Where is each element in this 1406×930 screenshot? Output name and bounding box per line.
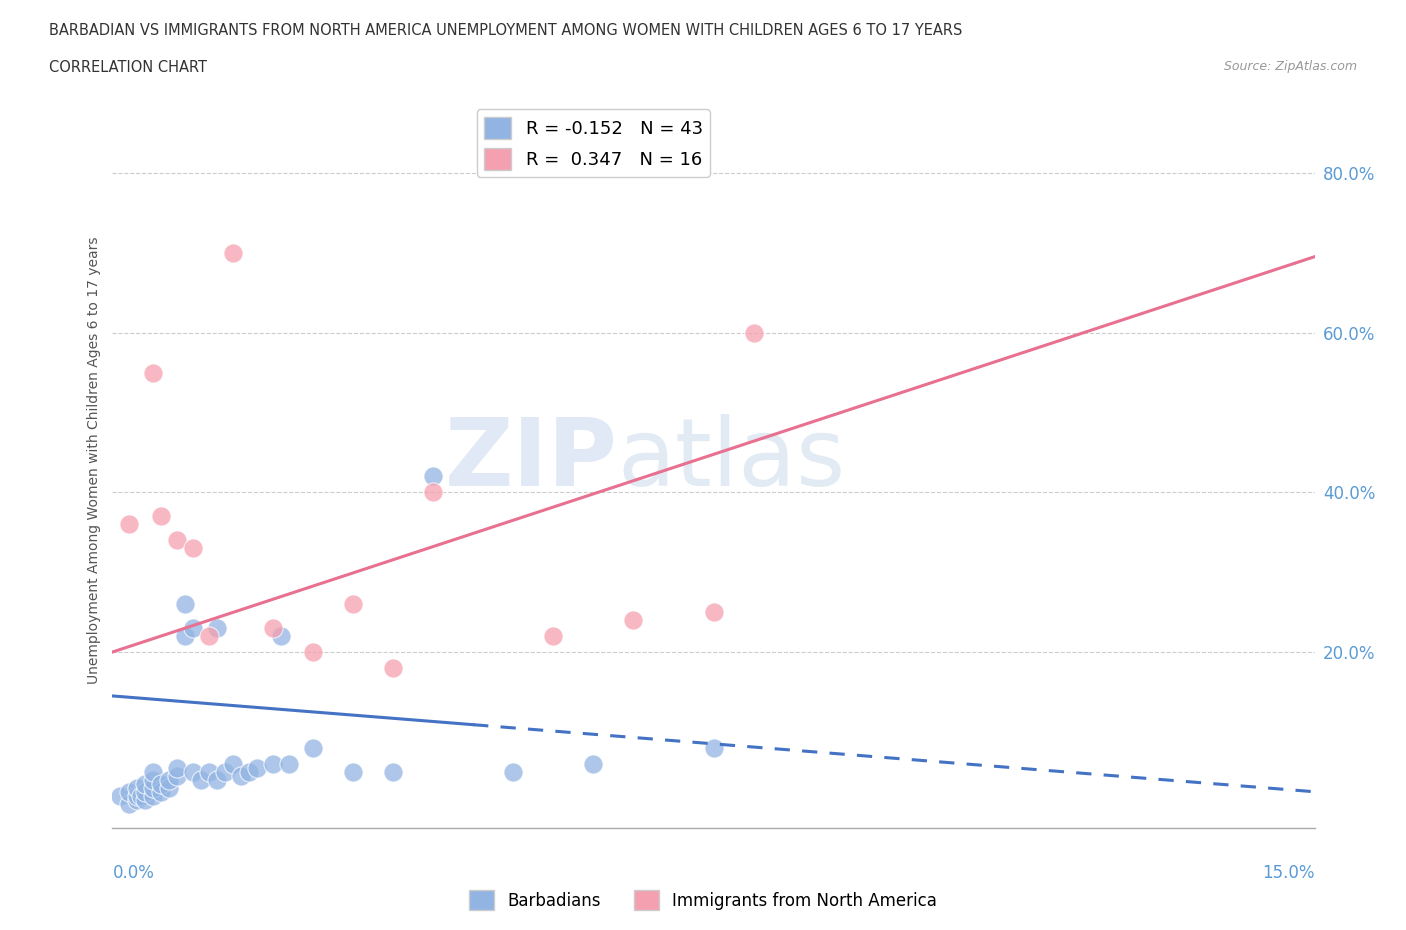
Point [277, 756, 299, 771]
Point [262, 756, 284, 771]
Point [702, 604, 725, 619]
Point [214, 764, 236, 779]
Point [301, 740, 323, 755]
Point [125, 792, 148, 807]
Point [190, 772, 212, 787]
Point [342, 764, 364, 779]
Text: CORRELATION CHART: CORRELATION CHART [49, 60, 207, 75]
Point [702, 740, 725, 755]
Point [181, 764, 204, 779]
Text: BARBADIAN VS IMMIGRANTS FROM NORTH AMERICA UNEMPLOYMENT AMONG WOMEN WITH CHILDRE: BARBADIAN VS IMMIGRANTS FROM NORTH AMERI… [49, 23, 963, 38]
Point [582, 756, 605, 771]
Point [166, 768, 188, 783]
Point [157, 780, 180, 795]
Point [222, 756, 245, 771]
Point [110, 789, 132, 804]
Point [502, 764, 524, 779]
Point [342, 597, 364, 612]
Point [173, 629, 195, 644]
Text: 0.0%: 0.0% [112, 865, 155, 883]
Point [141, 764, 163, 779]
Legend: Barbadians, Immigrants from North America: Barbadians, Immigrants from North Americ… [463, 884, 943, 917]
Point [229, 768, 252, 783]
Point [134, 792, 156, 807]
Point [197, 764, 219, 779]
Point [141, 780, 163, 795]
Text: 15.0%: 15.0% [1263, 865, 1315, 883]
Point [173, 597, 195, 612]
Point [134, 777, 156, 791]
Legend: R = -0.152   N = 43, R =  0.347   N = 16: R = -0.152 N = 43, R = 0.347 N = 16 [477, 110, 710, 177]
Point [117, 796, 139, 811]
Point [149, 777, 172, 791]
Text: Source: ZipAtlas.com: Source: ZipAtlas.com [1223, 60, 1357, 73]
Y-axis label: Unemployment Among Women with Children Ages 6 to 17 years: Unemployment Among Women with Children A… [87, 236, 101, 684]
Point [381, 660, 405, 675]
Point [157, 772, 180, 787]
Text: atlas: atlas [617, 415, 845, 506]
Point [301, 644, 323, 659]
Point [125, 780, 148, 795]
Point [166, 533, 188, 548]
Point [141, 365, 163, 380]
Point [134, 784, 156, 799]
Text: ZIP: ZIP [444, 415, 617, 506]
Point [246, 761, 269, 776]
Point [141, 772, 163, 787]
Point [125, 789, 148, 804]
Point [149, 784, 172, 799]
Point [117, 784, 139, 799]
Point [270, 629, 292, 644]
Point [141, 789, 163, 804]
Point [205, 620, 228, 635]
Point [205, 772, 228, 787]
Point [422, 469, 444, 484]
Point [129, 789, 152, 804]
Point [181, 540, 204, 555]
Point [742, 326, 765, 340]
Point [117, 517, 139, 532]
Point [166, 761, 188, 776]
Point [381, 764, 405, 779]
Point [222, 246, 245, 260]
Point [422, 485, 444, 499]
Point [197, 629, 219, 644]
Point [543, 629, 565, 644]
Point [621, 613, 644, 628]
Point [262, 620, 284, 635]
Point [149, 509, 172, 524]
Point [238, 764, 260, 779]
Point [181, 620, 204, 635]
